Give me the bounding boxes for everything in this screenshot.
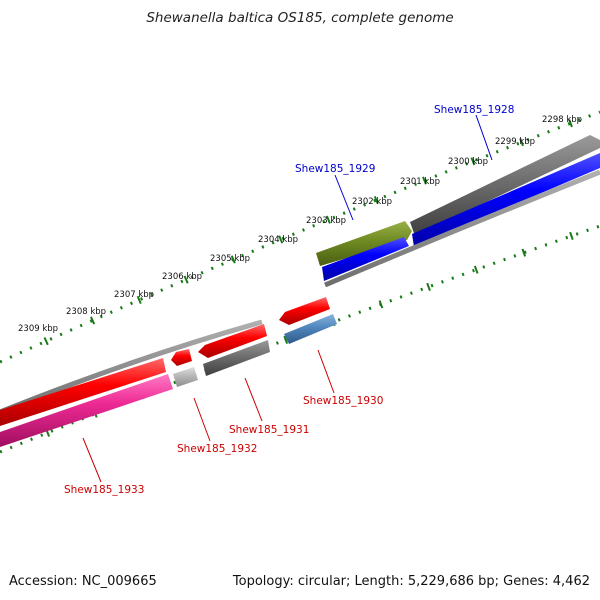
gene-feature-1933-red[interactable] bbox=[0, 358, 166, 426]
scale-label-2301: 2301 kbp bbox=[400, 177, 440, 187]
callout-line-1931 bbox=[244, 377, 263, 422]
scale-major-tick bbox=[568, 119, 573, 128]
scale-labels: 2298 kbp 2299 kbp 2300 kbp 2301 kbp 2302… bbox=[18, 115, 582, 334]
scale-label-2298: 2298 kbp bbox=[542, 115, 582, 125]
forward-strand-track bbox=[316, 135, 600, 281]
scale-inner-major-tick bbox=[473, 265, 479, 274]
scale-label-2303: 2303 kbp bbox=[306, 216, 346, 226]
scale-major-tick bbox=[90, 316, 96, 325]
gene-label-1933[interactable]: Shew185_1933 bbox=[64, 484, 144, 496]
reverse-strand-track bbox=[0, 297, 337, 447]
map-title: Shewanella baltica OS185, complete genom… bbox=[146, 10, 454, 26]
gene-feature-1930-red[interactable] bbox=[279, 297, 330, 325]
gene-feature-gray-forward[interactable] bbox=[410, 135, 600, 236]
gene-feature-1932-red[interactable] bbox=[171, 349, 192, 366]
scale-major-tick bbox=[519, 138, 524, 147]
scale-major-tick bbox=[136, 295, 142, 305]
scale-major-tick bbox=[373, 195, 379, 205]
genome-summary-text: Topology: circular; Length: 5,229,686 bp… bbox=[232, 574, 590, 589]
scale-label-2309: 2309 kbp bbox=[18, 324, 58, 334]
scale-label-2306: 2306 kbp bbox=[162, 272, 202, 282]
gene-feature-1931-red[interactable] bbox=[198, 324, 267, 358]
callout-lines bbox=[82, 114, 493, 483]
scale-major-tick bbox=[470, 157, 476, 166]
scale-inner-major-tick bbox=[378, 300, 384, 309]
gene-label-1928[interactable]: Shew185_1928 bbox=[434, 104, 514, 116]
gene-feature-1929-blue[interactable] bbox=[322, 237, 409, 281]
genome-backbone-forward bbox=[324, 169, 600, 288]
gene-feature-1933-pink[interactable] bbox=[0, 374, 173, 447]
callout-line-1929 bbox=[334, 174, 354, 221]
callout-line-1928 bbox=[475, 114, 493, 161]
scale-major-ticks bbox=[43, 119, 573, 346]
gene-feature-1929-olive[interactable] bbox=[316, 221, 412, 266]
scale-label-2302: 2302 kbp bbox=[352, 197, 392, 207]
scale-major-tick bbox=[325, 215, 331, 224]
scale-major-tick bbox=[278, 235, 284, 244]
gene-feature-1928-blue[interactable] bbox=[412, 153, 600, 247]
gene-feature-1930-steel[interactable] bbox=[284, 314, 337, 344]
scale-label-2300: 2300 kbp bbox=[448, 157, 488, 167]
scale-major-tick bbox=[230, 255, 236, 264]
gene-label-1930[interactable]: Shew185_1930 bbox=[303, 395, 383, 407]
gene-feature-1931-gray[interactable] bbox=[203, 340, 270, 376]
scale-label-2304: 2304 kbp bbox=[258, 235, 298, 245]
scale-ring-outer bbox=[0, 110, 600, 364]
scale-inner-major-tick bbox=[521, 248, 527, 257]
scale-ring-inner-ticks bbox=[0, 224, 600, 454]
scale-label-2308: 2308 kbp bbox=[66, 307, 106, 317]
callout-line-1932 bbox=[193, 397, 211, 442]
scale-major-tick bbox=[422, 176, 427, 185]
accession-text: Accession: NC_009665 bbox=[9, 574, 157, 589]
gene-labels: Shew185_1928 Shew185_1929 Shew185_1930 S… bbox=[64, 104, 514, 496]
scale-label-2307: 2307 kbp bbox=[114, 290, 154, 300]
gene-label-1931[interactable]: Shew185_1931 bbox=[229, 424, 309, 436]
scale-label-2305: 2305 kbp bbox=[210, 254, 250, 264]
callout-line-1930 bbox=[317, 349, 335, 394]
scale-inner-major-tick bbox=[283, 335, 289, 344]
scale-inner-major-tick bbox=[569, 231, 574, 241]
callout-line-1933 bbox=[82, 437, 102, 483]
gene-label-1929[interactable]: Shew185_1929 bbox=[295, 163, 375, 175]
scale-major-tick bbox=[183, 275, 189, 284]
scale-major-tick bbox=[43, 337, 49, 346]
scale-inner-major-tick bbox=[426, 282, 431, 291]
scale-ring-outer-ticks bbox=[0, 110, 600, 364]
gene-feature-1932-silver[interactable] bbox=[173, 367, 198, 387]
gene-label-1932[interactable]: Shew185_1932 bbox=[177, 443, 257, 455]
genome-backbone bbox=[0, 319, 263, 415]
scale-label-2299: 2299 kbp bbox=[495, 137, 535, 147]
